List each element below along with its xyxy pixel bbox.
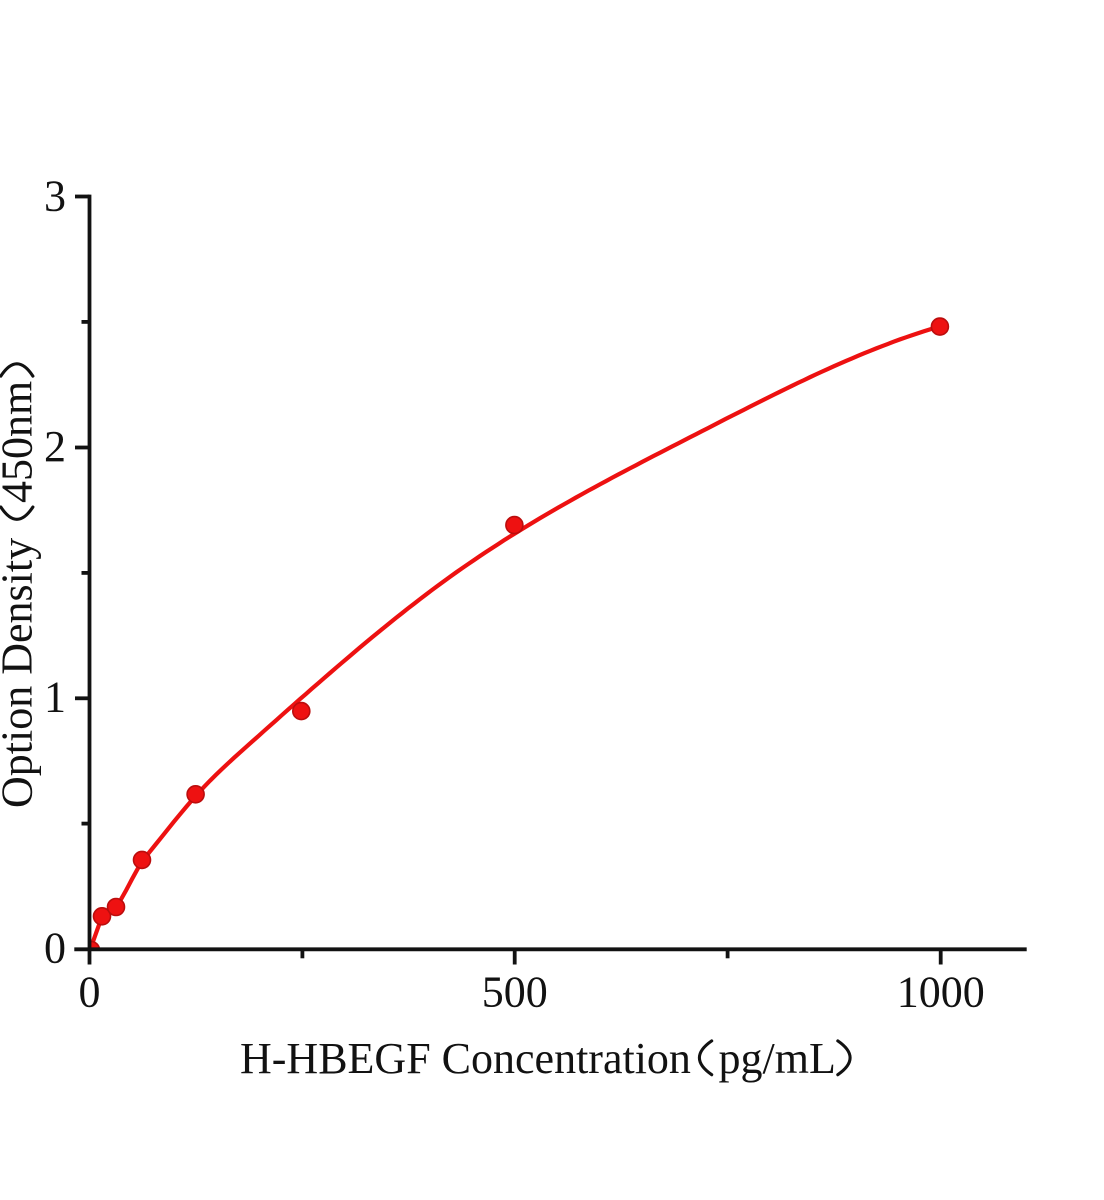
svg-text:Option Density: Option Density: [0, 538, 42, 808]
svg-text:2: 2: [44, 422, 66, 471]
svg-text:450nm: 450nm: [0, 381, 42, 503]
svg-text:1: 1: [44, 673, 66, 722]
svg-text:0: 0: [44, 923, 66, 972]
svg-text:0: 0: [79, 968, 101, 1017]
svg-text:pg/mL: pg/mL: [719, 1034, 836, 1083]
svg-text:H-HBEGF Concentration: H-HBEGF Concentration: [240, 1034, 691, 1083]
svg-text:3: 3: [44, 171, 66, 220]
svg-text:500: 500: [482, 968, 548, 1017]
svg-text:1000: 1000: [897, 968, 985, 1017]
